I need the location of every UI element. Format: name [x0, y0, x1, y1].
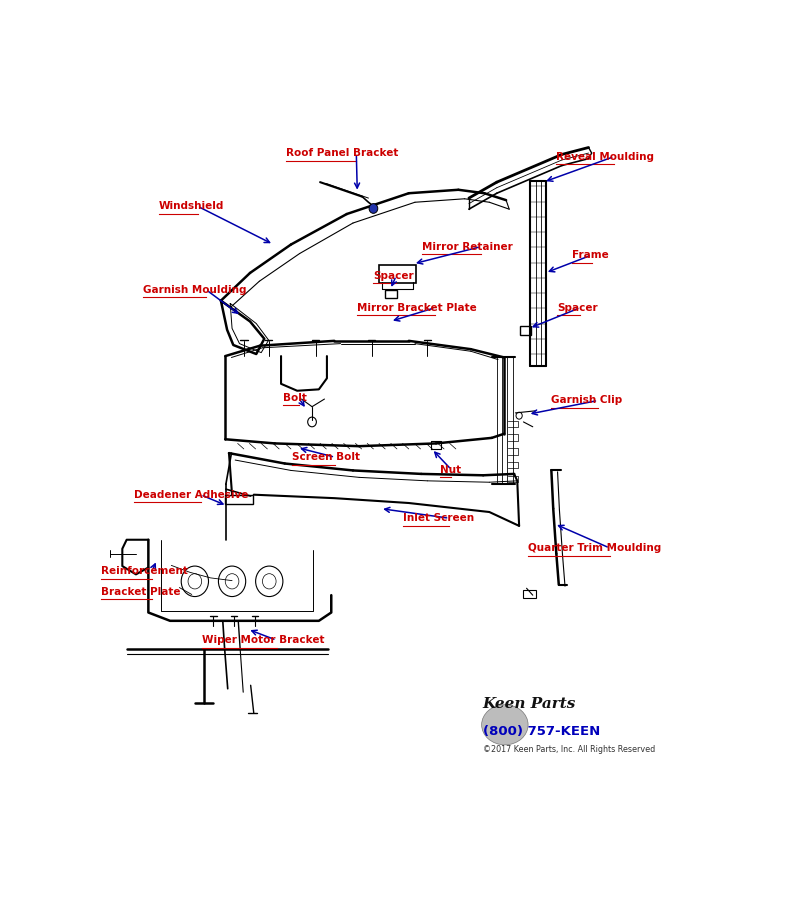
Text: Roof Panel Bracket: Roof Panel Bracket — [286, 148, 398, 158]
Text: Bolt: Bolt — [283, 392, 306, 402]
Text: Inlet Screen: Inlet Screen — [402, 513, 474, 523]
Text: Garnish Clip: Garnish Clip — [551, 395, 622, 405]
Text: Spacer: Spacer — [373, 271, 414, 281]
Text: Frame: Frame — [573, 250, 609, 260]
Text: Spacer: Spacer — [557, 302, 598, 312]
Text: (800) 757-KEEN: (800) 757-KEEN — [482, 725, 600, 738]
Text: Wiper Motor Bracket: Wiper Motor Bracket — [202, 635, 325, 645]
Text: Nut: Nut — [440, 464, 461, 474]
Text: Reinforcement: Reinforcement — [102, 566, 188, 576]
Text: Garnish Moulding: Garnish Moulding — [143, 284, 247, 294]
Text: Quarter Trim Moulding: Quarter Trim Moulding — [528, 543, 661, 553]
Ellipse shape — [482, 705, 528, 745]
Text: Windshield: Windshield — [159, 202, 224, 211]
Text: Screen Bolt: Screen Bolt — [292, 453, 360, 463]
Circle shape — [369, 203, 378, 213]
Text: Keen Parts: Keen Parts — [482, 697, 576, 711]
Text: Deadener Adhesive: Deadener Adhesive — [134, 490, 249, 500]
Text: Reveal Moulding: Reveal Moulding — [556, 151, 654, 161]
Text: Mirror Bracket Plate: Mirror Bracket Plate — [358, 302, 477, 312]
Text: ©2017 Keen Parts, Inc. All Rights Reserved: ©2017 Keen Parts, Inc. All Rights Reserv… — [482, 745, 654, 754]
Text: Bracket Plate: Bracket Plate — [102, 587, 181, 597]
Text: Mirror Retainer: Mirror Retainer — [422, 241, 513, 252]
